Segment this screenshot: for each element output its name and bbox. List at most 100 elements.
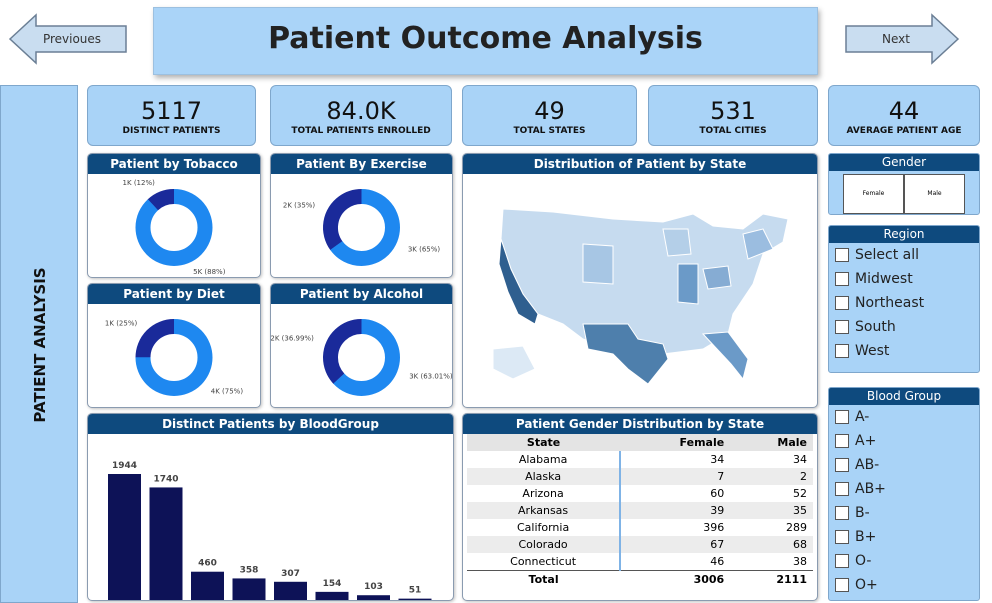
donut-slice	[323, 189, 400, 266]
kpi-label: TOTAL STATES	[513, 126, 586, 136]
table-row: Alabama 34 34	[467, 451, 813, 468]
table-row: California 396 289	[467, 519, 813, 536]
checkbox[interactable]	[835, 296, 849, 310]
chart: 1944O+1740A+460B+358O-307A-154AB+103B-51…	[108, 461, 432, 600]
data-label: 3K (63.01%)	[409, 373, 452, 381]
kpi-value: 44	[888, 97, 920, 125]
chart: 2K (35%) 3K (65%)	[283, 189, 441, 266]
slicer-option[interactable]: B+	[829, 525, 979, 549]
slicer-option[interactable]: A+	[829, 429, 979, 453]
chart-title: Patient by Alcohol	[271, 284, 452, 304]
option-label: Northeast	[855, 295, 925, 311]
table-cell: Arkansas	[467, 502, 622, 519]
bar	[274, 581, 307, 600]
kpi-card: 84.0K TOTAL PATIENTS ENROLLED	[270, 85, 452, 146]
table-cell: Arizona	[467, 485, 622, 502]
table-cell: 2	[800, 470, 807, 483]
kpi-label: TOTAL CITIES	[699, 126, 767, 136]
checkbox[interactable]	[835, 482, 849, 496]
checkbox[interactable]	[835, 410, 849, 424]
kpi-value: 84.0K	[326, 97, 396, 125]
kpi-label: DISTINCT PATIENTS	[122, 126, 221, 136]
previous-button[interactable]: Previoues	[8, 13, 130, 65]
donut-slice	[135, 319, 213, 396]
blood-group-slicer: Blood Group A- A+ AB- AB+ B- B+ O- O+	[828, 387, 980, 601]
map-title: Distribution of Patient by State	[463, 154, 817, 174]
column-header: State	[467, 434, 621, 451]
chart-card: Patient By Exercise 2K (35%) 3K (65%)	[270, 153, 453, 278]
table-cell: 39	[710, 504, 725, 517]
kpi-label: AVERAGE PATIENT AGE	[846, 126, 962, 136]
table-cell: Alabama	[467, 451, 622, 468]
table-cell: 7	[717, 470, 725, 483]
sidebar-label: PATIENT ANALYSIS	[31, 267, 49, 423]
bar	[315, 591, 349, 600]
slicer-option[interactable]: O-	[829, 549, 979, 573]
checkbox[interactable]	[835, 506, 849, 520]
checkbox[interactable]	[835, 458, 849, 472]
gender-slicer: Gender Female Male	[828, 153, 980, 215]
map-card: Distribution of Patient by State	[462, 153, 818, 408]
checkbox[interactable]	[835, 578, 849, 592]
data-label: 1K (12%)	[123, 179, 156, 187]
column-header: Female	[620, 434, 731, 451]
option-label: South	[855, 319, 896, 335]
next-label[interactable]: Next	[882, 32, 910, 46]
option-label: Select all	[855, 247, 919, 263]
table-cell: 68	[793, 538, 807, 551]
option-label: AB-	[855, 457, 880, 473]
chart: 2K (36.99%) 3K (63.01%)	[271, 319, 452, 396]
option-label: Midwest	[855, 271, 913, 287]
data-label: 3K (65%)	[408, 245, 441, 253]
column-header: Male	[730, 434, 813, 451]
checkbox[interactable]	[835, 344, 849, 358]
option-label: O+	[855, 577, 878, 593]
table-cell: 46	[710, 555, 725, 568]
next-button[interactable]: Next	[844, 13, 962, 65]
slicer-option[interactable]: A-	[829, 405, 979, 429]
chart-card: Patient by Alcohol 2K (36.99%) 3K (63.01%)	[270, 283, 453, 408]
slicer-option[interactable]: Midwest	[829, 267, 979, 291]
table-cell: 34	[710, 453, 725, 466]
bar	[232, 578, 266, 600]
chart-card: Patient by Diet 1K (25%) 4K (75%)	[87, 283, 261, 408]
slicer-option[interactable]: Northeast	[829, 291, 979, 315]
checkbox[interactable]	[835, 554, 849, 568]
data-label: 5K (88%)	[193, 268, 226, 276]
checkbox[interactable]	[835, 434, 849, 448]
data-label: 51	[409, 586, 422, 596]
slicer-option[interactable]: B-	[829, 501, 979, 525]
slicer-title: Region	[829, 226, 979, 243]
table-row: Connecticut 46 38	[467, 553, 813, 571]
data-label: 103	[364, 582, 383, 592]
bar	[398, 598, 432, 600]
bar	[357, 595, 390, 600]
kpi-card: 5117 DISTINCT PATIENTS	[87, 85, 256, 146]
checkbox[interactable]	[835, 320, 849, 334]
slicer-option[interactable]: AB+	[829, 477, 979, 501]
table-cell: 60	[710, 487, 725, 500]
table-cell: 67	[710, 538, 725, 551]
slicer-title: Blood Group	[829, 388, 979, 405]
checkbox[interactable]	[835, 272, 849, 286]
bar	[149, 487, 183, 600]
sidebar: PATIENT ANALYSIS	[0, 85, 78, 603]
checkbox[interactable]	[835, 530, 849, 544]
table-row: Arkansas 39 35	[467, 502, 813, 519]
slicer-option[interactable]: Select all	[829, 243, 979, 267]
checkbox[interactable]	[835, 248, 849, 262]
table-total: Total 3006 2111	[467, 570, 813, 589]
bar	[191, 571, 224, 600]
slicer-option[interactable]: O+	[829, 573, 979, 597]
gender-option[interactable]: Female	[843, 174, 904, 214]
slicer-option[interactable]: AB-	[829, 453, 979, 477]
slicer-option[interactable]: West	[829, 339, 979, 363]
chart-title: Patient by Diet	[88, 284, 260, 304]
bar	[108, 474, 141, 600]
data-label: 2K (35%)	[283, 202, 316, 210]
kpi-value: 531	[710, 97, 756, 125]
previous-label[interactable]: Previoues	[43, 32, 101, 46]
gender-option[interactable]: Male	[904, 174, 965, 214]
slicer-option[interactable]: South	[829, 315, 979, 339]
